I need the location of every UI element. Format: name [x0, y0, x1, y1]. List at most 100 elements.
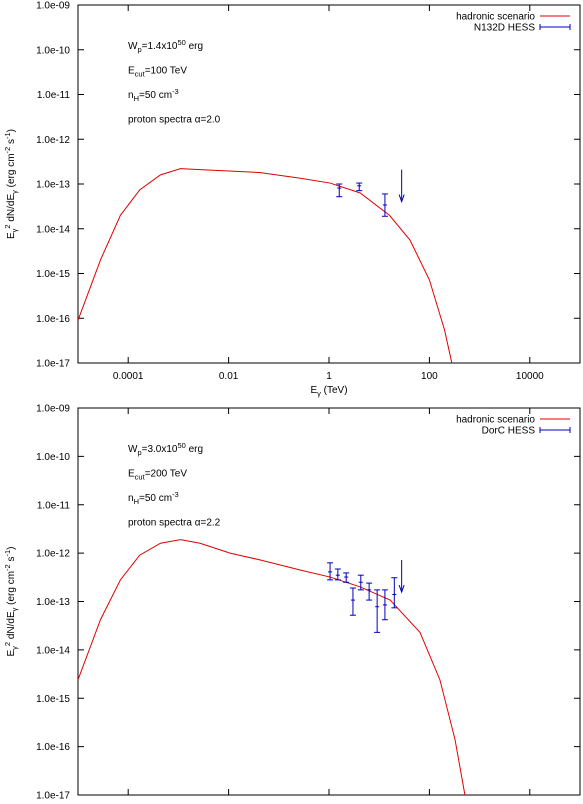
text-segment: =50 cm [139, 90, 172, 101]
text-segment: erg [186, 444, 203, 455]
plot: 1.0e-17 1.0e-16 1.0e-15 1.0e-14 1.0e-13 1.0e-… [3, 1, 581, 398]
legend-label: DorC HESS [482, 426, 536, 437]
upper-limit [398, 169, 405, 204]
model-curve [78, 168, 453, 363]
x-tick-label: 1 [326, 371, 332, 382]
text-segment: cut [135, 473, 146, 482]
y-tick-label: 1.0e-10 [36, 45, 70, 56]
text-segment: =3.0x10 [142, 444, 178, 455]
annotation: nH=50 cm-3 [128, 87, 179, 103]
annotation: Ecut=200 TeV [128, 469, 187, 482]
text-segment: p [137, 45, 141, 54]
plot-area [78, 539, 466, 795]
x-axis-label: Eγ (TeV) [310, 385, 347, 398]
text-segment: p [137, 448, 141, 457]
text-segment: -1 [3, 132, 12, 139]
text-segment: H [134, 94, 139, 103]
text-segment: E [6, 232, 17, 239]
legend-label: N132D HESS [474, 23, 535, 34]
text-segment: =1.4x10 [142, 41, 178, 52]
text-segment: n [128, 493, 134, 504]
text-segment: 50 [178, 441, 186, 450]
y-tick-label: 1.0e-12 [36, 549, 70, 560]
upper-limit [398, 560, 405, 594]
y-axis-label: Eγ2 dN/dEγ (erg cm-2 s-1) [3, 129, 19, 239]
x-tick-label: 0.01 [219, 371, 239, 382]
y-tick-label: 1.0e-15 [36, 269, 70, 280]
plot-area [78, 168, 453, 363]
text-segment: -3 [172, 490, 179, 499]
y-tick-label: 1.0e-16 [36, 314, 70, 325]
text-segment: (erg cm [6, 571, 17, 608]
y-tick-label: 1.0e-11 [37, 90, 71, 101]
upper-limit-head [398, 194, 405, 204]
legend-label: hadronic scenario [456, 12, 535, 23]
text-segment: -3 [172, 87, 179, 96]
y-tick-label: 1.0e-16 [36, 742, 70, 753]
annotation: proton spectra α=2.0 [128, 115, 221, 126]
model-curve [78, 539, 466, 795]
y-tick-label: 1.0e-15 [36, 694, 70, 705]
plot-frame [77, 4, 581, 364]
text-segment: γ [10, 190, 19, 194]
text-segment: (TeV) [321, 385, 348, 396]
text-segment: ) [6, 546, 17, 549]
text-segment: (erg cm [6, 153, 17, 190]
text-segment: H [134, 497, 139, 506]
text-segment: cut [135, 70, 146, 79]
text-segment: -1 [3, 550, 12, 557]
text-segment: γ [10, 607, 19, 611]
text-segment: E [128, 66, 135, 77]
plot-frame [77, 407, 581, 796]
text-segment: 50 [178, 38, 186, 47]
text-segment: 2 [3, 642, 12, 646]
legend-label: hadronic scenario [456, 415, 535, 426]
y-tick-label: 1.0e-11 [37, 500, 71, 511]
text-segment: s [6, 139, 17, 147]
text-segment: proton spectra α=2.0 [128, 115, 221, 126]
y-tick-label: 1.0e-10 [36, 452, 70, 463]
text-segment: γ [317, 389, 321, 398]
y-tick-label: 1.0e-13 [36, 597, 70, 608]
text-segment: 2 [3, 224, 12, 228]
y-tick-label: 1.0e-09 [36, 404, 70, 415]
text-segment: dN/dE [6, 194, 17, 225]
annotation: nH=50 cm-3 [128, 490, 179, 506]
text-segment: E [6, 650, 17, 657]
annotation: Ecut=100 TeV [128, 66, 187, 79]
text-segment: s [6, 556, 17, 564]
y-tick-label: 1.0e-17 [36, 359, 70, 370]
x-tick-label: 100 [421, 371, 438, 382]
y-tick-label: 1.0e-13 [36, 180, 70, 191]
text-segment: erg [186, 41, 203, 52]
annotation: Wp=3.0x1050 erg [128, 441, 203, 457]
text-segment: dN/dE [6, 611, 17, 642]
text-segment: ) [6, 129, 17, 132]
text-segment: E [128, 469, 135, 480]
y-tick-label: 1.0e-17 [36, 791, 70, 802]
text-segment: =50 cm [139, 493, 172, 504]
text-segment: proton spectra α=2.2 [128, 518, 221, 529]
text-segment: =200 TeV [145, 469, 188, 480]
text-segment: =100 TeV [145, 66, 188, 77]
annotation: Wp=1.4x1050 erg [128, 38, 203, 54]
text-segment: γ [10, 646, 19, 650]
plot: 1.0e-17 1.0e-16 1.0e-15 1.0e-14 1.0e-13 1.0e-… [3, 404, 581, 804]
x-tick-label: 0.0001 [113, 371, 144, 382]
y-tick-label: 1.0e-14 [36, 645, 70, 656]
annotation: proton spectra α=2.2 [128, 518, 221, 529]
text-segment: n [128, 90, 134, 101]
text-segment: -2 [3, 147, 12, 154]
x-tick-label: 10000 [516, 371, 544, 382]
y-tick-label: 1.0e-09 [36, 1, 70, 12]
upper-limit-head [398, 584, 405, 594]
text-segment: W [128, 444, 138, 455]
y-tick-label: 1.0e-12 [36, 135, 70, 146]
text-segment: γ [10, 228, 19, 232]
text-segment: E [310, 385, 317, 396]
y-tick-label: 1.0e-14 [36, 224, 70, 235]
y-axis-label: Eγ2 dN/dEγ (erg cm-2 s-1) [3, 546, 19, 656]
text-segment: -2 [3, 564, 12, 571]
text-segment: W [128, 41, 138, 52]
